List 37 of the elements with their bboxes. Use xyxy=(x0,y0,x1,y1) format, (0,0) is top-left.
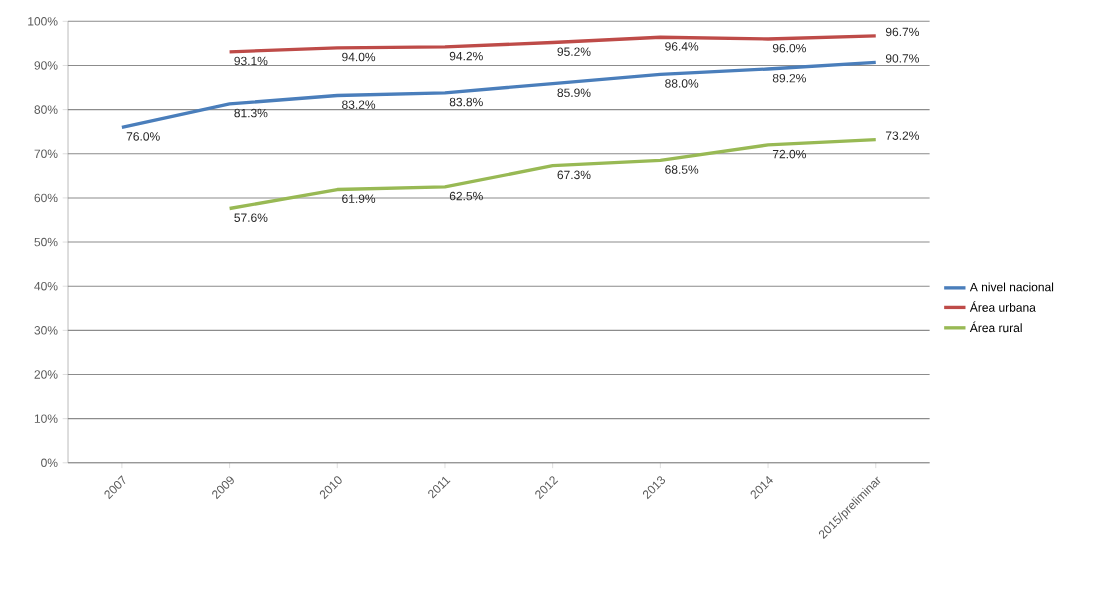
y-tick-label: 100% xyxy=(28,17,58,26)
data-label: 85.9% xyxy=(557,88,591,98)
y-tick-label: 40% xyxy=(34,282,58,291)
data-label: 68.5% xyxy=(665,165,699,174)
data-label: 90.7% xyxy=(885,54,919,63)
data-label: 94.2% xyxy=(449,51,483,61)
data-label: 83.2% xyxy=(342,100,376,110)
legend-label: Área rural xyxy=(969,321,1022,333)
data-label: 67.3% xyxy=(557,170,591,180)
data-label: 81.3% xyxy=(234,108,268,118)
data-label: 61.9% xyxy=(342,194,376,204)
legend-label: Área urbana xyxy=(969,301,1036,312)
data-label: 72.0% xyxy=(772,149,806,159)
y-tick-label: 90% xyxy=(34,61,58,70)
line-series xyxy=(227,138,878,211)
data-label: 95.2% xyxy=(557,47,591,57)
data-label: 57.6% xyxy=(234,213,268,223)
y-tick-label: 10% xyxy=(34,414,58,423)
data-label: 89.2% xyxy=(772,74,806,83)
y-tick-label: 80% xyxy=(34,105,58,114)
data-label: 73.2% xyxy=(885,131,919,140)
y-tick-label: 30% xyxy=(34,326,58,335)
data-label: 76.0% xyxy=(126,132,160,141)
y-tick-label: 50% xyxy=(34,237,58,247)
data-label: 96.4% xyxy=(665,42,699,51)
y-tick-label: 60% xyxy=(34,193,58,203)
legend-label: A nivel nacional xyxy=(969,282,1054,292)
y-tick-label: 20% xyxy=(34,370,58,379)
data-label: 94.0% xyxy=(342,52,376,62)
data-label: 93.1% xyxy=(234,56,268,66)
y-tick-label: 0% xyxy=(41,458,58,468)
y-tick-label: 70% xyxy=(34,149,58,159)
data-label: 88.0% xyxy=(665,79,699,88)
data-label: 83.8% xyxy=(449,97,483,107)
data-label: 96.7% xyxy=(885,27,919,37)
data-label: 62.5% xyxy=(449,191,483,201)
data-label: 96.0% xyxy=(772,43,806,53)
